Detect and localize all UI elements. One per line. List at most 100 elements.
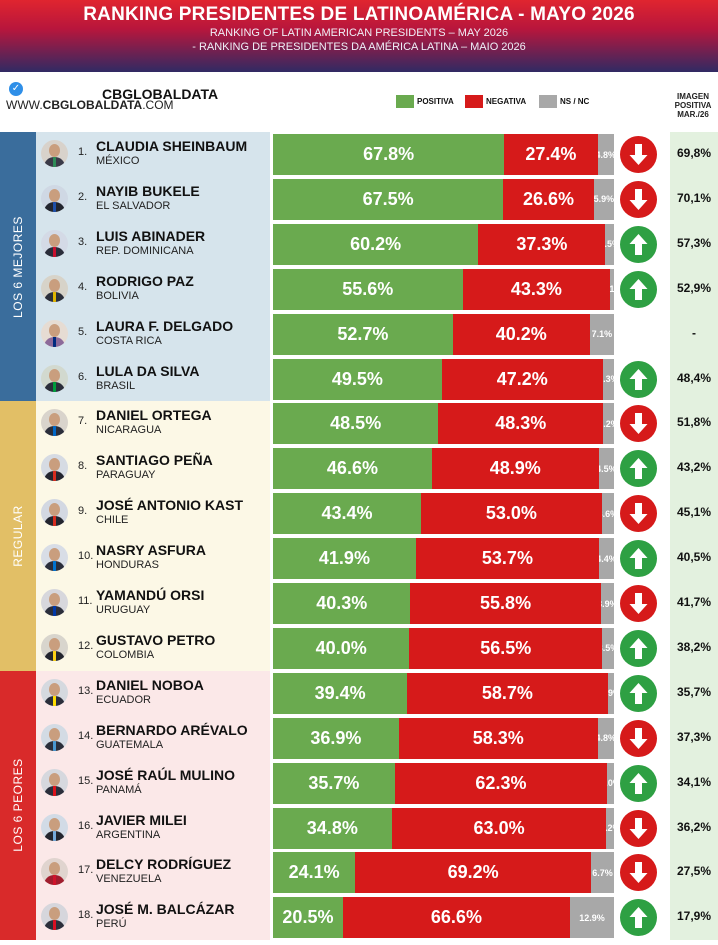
data-label: 48.9% [489, 458, 541, 479]
previous-positive-value: 43,2% [676, 460, 712, 475]
president-country: HONDURAS [96, 559, 159, 572]
bar-segment-nsnc: 3.5% [602, 627, 614, 669]
bar-segment-nsnc: 12.9% [570, 897, 614, 939]
bar-segment-nsnc: 4.8% [597, 134, 614, 175]
president-country: COLOMBIA [96, 648, 155, 661]
previous-positive-value: 41,7% [676, 595, 712, 609]
previous-positive-value: - [692, 325, 696, 340]
trend-up-arrow-icon [620, 674, 657, 712]
verified-badge-icon: ✓ [9, 81, 23, 96]
legend-positive: POSITIVA [396, 95, 454, 108]
data-label: 4.8% [597, 733, 614, 744]
trend-down-arrow-icon [620, 495, 657, 533]
data-label: 62.3% [475, 772, 527, 793]
chart-subtitle-pt: - RANKING DE PRESIDENTES DA AMÉRICA LATI… [192, 41, 526, 53]
data-label: 53.0% [485, 503, 537, 524]
data-label: 2.5% [605, 239, 614, 250]
previous-positive-value: 57,3% [676, 235, 712, 250]
bar-segment-negative: 62.3% [394, 762, 608, 804]
stacked-bar: 48.5% 48.3% 3.2% [273, 403, 614, 445]
stacked-bar: 36.9% 58.3% 4.8% [273, 717, 614, 759]
rank-number: 10. [78, 550, 94, 563]
trend-down-arrow-icon [620, 585, 657, 622]
data-label: 58.7% [481, 682, 533, 703]
data-label: 24.1% [288, 862, 340, 883]
president-name: LUIS ABINADER [96, 227, 206, 244]
previous-positive-value: 34,1% [676, 774, 712, 789]
president-country: REP. DOMINICANA [96, 244, 194, 257]
data-label: 40.0% [315, 637, 367, 658]
bar-segment-negative: 40.2% [452, 313, 590, 355]
stacked-bar: 60.2% 37.3% 2.5% [273, 223, 614, 265]
stacked-bar: 39.4% 58.7% 1.9% [273, 672, 614, 714]
data-label: 1.1% [610, 284, 614, 295]
president-name: DELCY RODRÍGUEZ [96, 856, 232, 873]
president-avatar [41, 499, 68, 527]
bar-segment-negative: 55.8% [410, 583, 601, 624]
bar-segment-negative: 58.7% [407, 672, 608, 714]
data-label: 55.6% [342, 278, 394, 299]
president-row: 17. DELCY RODRÍGUEZ VENEZUELA 24.1% 69.2% 6.7… [0, 850, 718, 895]
rank-number: 16. [78, 819, 94, 832]
data-label: 40.3% [316, 593, 368, 613]
trend-up-arrow-icon [620, 225, 657, 263]
president-name: DANIEL ORTEGA [96, 407, 212, 424]
president-avatar [41, 768, 68, 796]
president-name: LULA DA SILVA [96, 362, 200, 379]
president-row: 18. JOSÉ M. BALCÁZAR PERÚ 20.5% 66.6% 12.9% 17… [0, 895, 718, 940]
president-name: RODRIGO PAZ [96, 272, 194, 289]
president-country: PERÚ [96, 918, 127, 931]
brand-website[interactable]: WWW.CBGLOBALDATA.COM [6, 97, 174, 114]
data-label: 53.7% [481, 548, 533, 569]
president-country: NICARAGUA [96, 424, 162, 437]
bar-segment-negative: 53.0% [420, 493, 602, 535]
president-country: VENEZUELA [96, 873, 162, 886]
data-label: 48.3% [495, 413, 547, 434]
bar-segment-negative: 53.7% [415, 538, 599, 580]
bar-segment-nsnc: 7.1% [589, 313, 614, 355]
group-side-label: LOS 6 MEJORES [0, 132, 36, 402]
data-label: 6.7% [592, 867, 613, 878]
data-label: 67.5% [362, 188, 414, 209]
president-avatar [41, 274, 68, 302]
trend-down-arrow-icon [620, 180, 657, 218]
legend-swatch-nsnc [539, 95, 557, 108]
rank-number: 7. [78, 415, 88, 428]
data-label: 39.4% [314, 682, 366, 703]
rank-number: 1. [78, 146, 88, 158]
president-name: SANTIAGO PEÑA [96, 452, 213, 469]
brand-block: CBGLOBALDATA ✓ WWW.CBGLOBALDATA.COM [6, 80, 218, 114]
bar-segment-nsnc: 3.3% [602, 358, 614, 400]
website-suffix: .COM [142, 98, 174, 112]
trend-up-arrow-icon [620, 270, 657, 308]
data-label: 3.3% [603, 374, 614, 384]
rank-number: 2. [78, 190, 88, 203]
data-label: 20.5% [282, 907, 334, 928]
president-avatar [41, 184, 68, 212]
data-label: 46.6% [326, 458, 378, 479]
previous-positive-value: 52,9% [676, 280, 712, 295]
legend-negative: NEGATIVA [465, 95, 526, 108]
data-label: 27.4% [525, 144, 577, 164]
bar-segment-positive: 52.7% [273, 313, 453, 355]
bar-segment-negative: 63.0% [391, 807, 607, 849]
stacked-bar: 40.3% 55.8% 3.9% [273, 583, 614, 624]
stacked-bar: 34.8% 63.0% 2.2% [273, 807, 614, 849]
stacked-bar: 49.5% 47.2% 3.3% [273, 358, 614, 400]
rank-number: 6. [78, 370, 88, 383]
previous-positive-value: 45,1% [676, 505, 712, 520]
previous-positive-value: 37,3% [676, 729, 712, 744]
data-label: 26.6% [523, 188, 575, 209]
bar-segment-nsnc: 1.1% [610, 268, 614, 310]
president-avatar [41, 319, 68, 347]
rank-number: 8. [78, 460, 88, 473]
data-label: 47.2% [496, 368, 548, 389]
bar-segment-negative: 37.3% [478, 223, 606, 265]
data-label: 4.8% [597, 149, 614, 160]
stacked-bar: 35.7% 62.3% 2.0% [273, 762, 614, 804]
president-avatar [41, 903, 68, 931]
previous-positive-value: 35,7% [676, 684, 712, 699]
president-avatar [41, 364, 68, 392]
